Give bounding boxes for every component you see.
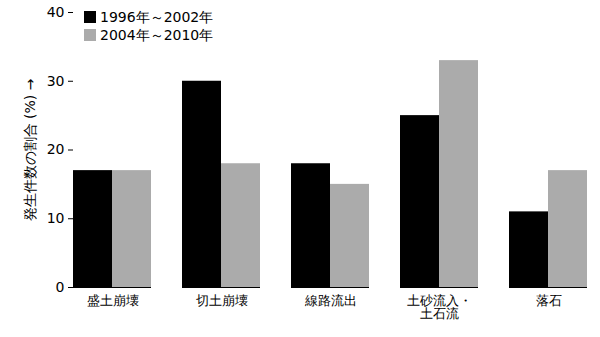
- svg-text:線路流出: 線路流出: [304, 293, 357, 308]
- svg-text:30: 30: [47, 73, 65, 89]
- svg-text:盛土崩壊: 盛土崩壊: [87, 293, 139, 308]
- svg-text:土砂流入・土石流: 土砂流入・土石流: [407, 293, 472, 321]
- html-text:2004年～2010年: 2004年～2010年: [100, 27, 214, 43]
- svg-text:発生件数の割合 (%) →: 発生件数の割合 (%) →: [22, 78, 38, 221]
- svg-text:落石: 落石: [536, 293, 562, 308]
- svg-text:20: 20: [47, 141, 65, 157]
- svg-text:切土崩壊: 切土崩壊: [196, 293, 248, 308]
- svg-text:0: 0: [56, 279, 65, 295]
- html-text:1996年～2002年: 1996年～2002年: [100, 9, 214, 25]
- svg-text:40: 40: [47, 4, 65, 20]
- svg-text:10: 10: [47, 210, 65, 226]
